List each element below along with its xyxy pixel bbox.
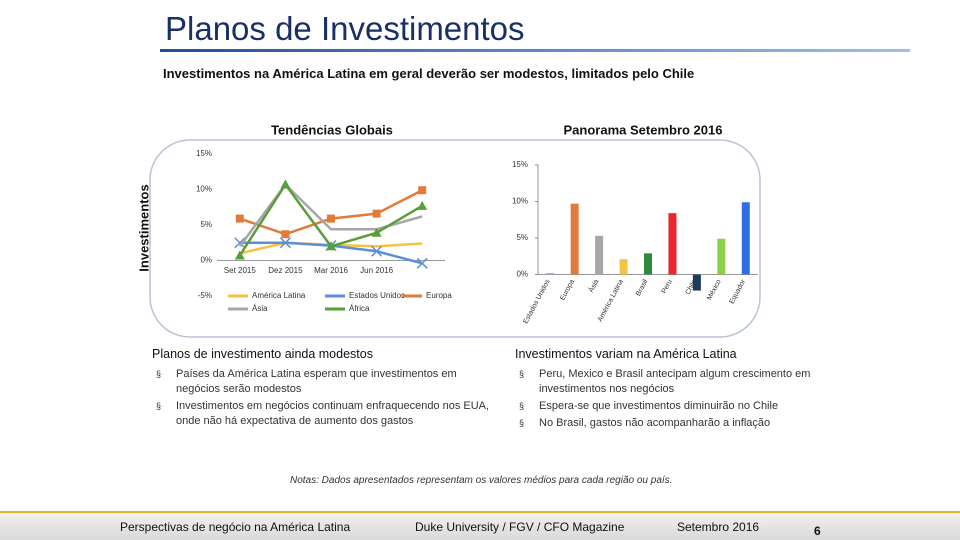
y-tick-label: -5% [198,291,212,300]
section-heading: Investimentos variam na América Latina [515,347,737,361]
y-tick-label: 0% [200,256,212,265]
y-tick-label: 15% [512,160,528,169]
y-tick-label: 10% [196,185,212,194]
x-tick-label: Set 2015 [224,266,257,275]
y-tick-label: 10% [512,197,528,206]
footer-center: Duke University / FGV / CFO Magazine [415,520,625,534]
section-heading: Planos de investimento ainda modestos [152,347,373,361]
footer-left: Perspectivas de negócio na América Latin… [120,520,351,534]
bullet: No Brasil, gastos não acompanharão a inf… [515,416,835,431]
marker [235,214,244,223]
legend-label: Ásia [252,304,268,313]
page-number: 6 [814,524,821,538]
marker [326,241,336,251]
chart-title: Panorama Setembro 2016 [564,122,723,137]
x-tick-label: América Latina [597,278,625,323]
bar [692,274,701,291]
bullet: Espera-se que investimentos diminuirão n… [515,399,835,414]
bullet-list: Países da América Latina esperam que inv… [152,367,497,429]
legend-label: América Latina [252,291,306,300]
footer-right: Setembro 2016 [677,520,760,534]
marker [371,245,383,257]
bar [546,273,555,275]
marker [280,179,291,189]
x-tick-label: Mar 2016 [314,266,348,275]
y-tick-label: 0% [516,270,528,279]
bar [570,203,579,275]
notes: Notas: Dados apresentados representam os… [290,475,673,486]
marker [418,186,427,195]
marker [417,200,428,210]
bar [644,253,652,275]
bar [668,213,677,275]
x-tick-label: Jun 2016 [360,266,393,275]
slide-title: Planos de Investimentos [165,10,525,47]
marker [416,257,428,269]
title-underline [160,49,910,52]
x-tick-label: Brasil [635,278,650,297]
bullet: Países da América Latina esperam que inv… [152,367,497,397]
marker [327,214,335,223]
footer-line [0,511,960,513]
bullet: Peru, Mexico e Brasil antecipam algum cr… [515,367,835,397]
footer-band [0,512,960,540]
marker [372,209,381,218]
legend-label: África [349,304,370,313]
x-tick-label: Europa [559,278,576,301]
bullet-list: Peru, Mexico e Brasil antecipam algum cr… [515,367,835,431]
x-tick-label: Peru [661,278,674,294]
x-tick-label: Ásia [586,277,600,293]
y-tick-label: 5% [200,220,212,229]
x-tick-label: México [706,278,723,301]
marker [279,237,291,249]
x-tick-label: Equador [729,278,748,305]
x-tick-label: Dez 2015 [268,266,303,275]
bullet: Investimentos em negócios continuam enfr… [152,399,497,429]
y-axis-label: Investimentos [136,184,151,271]
bar [595,235,604,275]
chart-frame [149,139,761,338]
bar [741,202,750,275]
marker [281,230,290,239]
subtitle: Investimentos na América Latina em geral… [163,66,695,81]
marker [234,237,246,249]
x-tick-label: Estados Unidos [522,278,551,325]
bar [717,238,726,275]
legend-label: Estados Unidos [349,291,405,300]
right-section: Investimentos variam na América Latina P… [515,347,835,433]
y-tick-label: 5% [516,233,528,242]
marker [234,250,245,260]
left-section: Planos de investimento ainda modestos Pa… [152,347,497,431]
chart-title: Tendências Globais [271,122,393,137]
marker [371,227,382,237]
legend-label: Europa [426,291,452,300]
bar [619,259,628,275]
y-tick-label: 15% [196,149,212,158]
